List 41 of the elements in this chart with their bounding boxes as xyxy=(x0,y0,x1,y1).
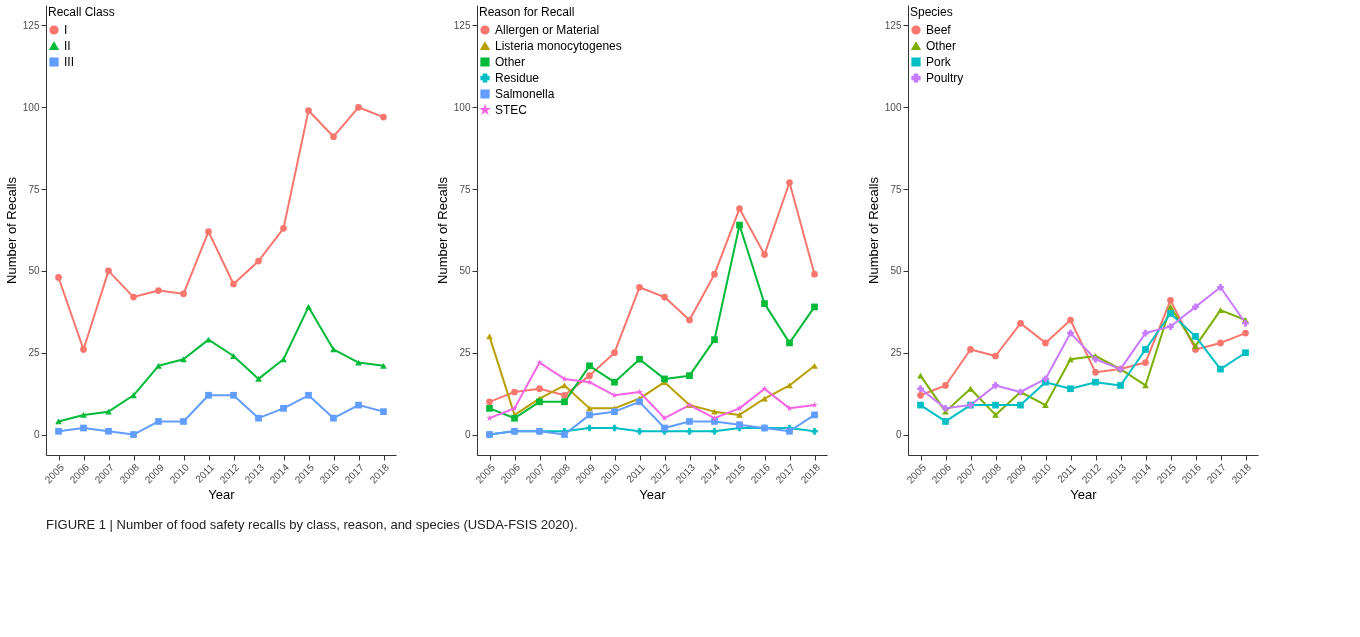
y-tick-label: 100 xyxy=(884,101,902,113)
legend-label: Allergen or Material xyxy=(495,23,600,37)
legend-label: Poultry xyxy=(926,71,964,85)
y-tick-label: 125 xyxy=(453,19,471,31)
legend-label: Residue xyxy=(495,71,540,85)
legend-title: Recall Class xyxy=(48,5,115,19)
y-tick-label: 25 xyxy=(890,347,902,359)
x-axis-title: Year xyxy=(1070,487,1098,503)
legend-label: Listeria monocytogenes xyxy=(495,39,622,53)
legend-label: I xyxy=(64,23,68,37)
y-tick-label: 50 xyxy=(890,265,902,277)
y-axis-title: Number of Recalls xyxy=(865,176,881,284)
caption: FIGURE 1 | Number of food safety recalls by class, reason, and species (USDA-FSIS 2020). xyxy=(46,517,578,532)
y-tick-label: 100 xyxy=(453,101,471,113)
y-tick-label: 50 xyxy=(459,265,471,277)
x-axis-title: Year xyxy=(208,487,236,503)
y-tick-label: 25 xyxy=(28,347,40,359)
legend-title: Reason for Recall xyxy=(479,5,575,19)
y-tick-label: 75 xyxy=(459,183,471,195)
y-tick-label: 75 xyxy=(890,183,902,195)
y-axis-title: Number of Recalls xyxy=(3,176,19,284)
y-tick-label: 0 xyxy=(464,429,471,441)
legend-label: III xyxy=(64,55,75,69)
legend-label: STEC xyxy=(495,103,528,117)
legend-label: Other xyxy=(495,55,526,69)
y-tick-label: 100 xyxy=(22,101,40,113)
legend-label: Pork xyxy=(926,55,952,69)
legend-label: Other xyxy=(926,39,957,53)
y-axis-title: Number of Recalls xyxy=(434,176,450,284)
y-tick-label: 125 xyxy=(884,19,902,31)
y-tick-label: 125 xyxy=(22,19,40,31)
y-tick-label: 25 xyxy=(459,347,471,359)
legend-label: Beef xyxy=(926,23,952,37)
y-tick-label: 0 xyxy=(895,429,902,441)
legend-label: II xyxy=(64,39,71,53)
legend-title: Species xyxy=(910,5,953,19)
legend-label: Salmonella xyxy=(495,87,555,101)
y-tick-label: 0 xyxy=(33,429,40,441)
y-tick-label: 50 xyxy=(28,265,40,277)
x-axis-title: Year xyxy=(639,487,667,503)
y-tick-label: 75 xyxy=(28,183,40,195)
